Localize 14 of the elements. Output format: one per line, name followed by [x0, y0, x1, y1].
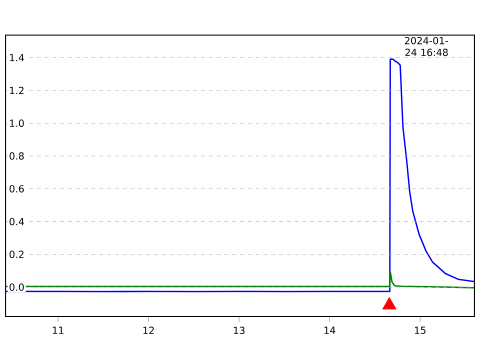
y-tick-label: 0.2: [10, 250, 24, 258]
x-tick-label: 13: [234, 326, 245, 334]
y-tick-label: 0.0: [10, 284, 24, 292]
y-tick-label: 1.0: [10, 120, 24, 128]
annotation: 2024-01-24 16:48: [404, 37, 448, 56]
y-tick-label: 1.4: [10, 54, 24, 62]
x-tick-label: 15: [415, 326, 426, 334]
x-tick-label: 12: [143, 326, 154, 334]
y-tick-label: 0.8: [10, 152, 24, 160]
y-tick-label: 0.4: [10, 218, 24, 226]
y-tick-label: 1.2: [10, 86, 24, 94]
x-tick-label: 14: [324, 326, 336, 334]
y-tick-label: 0.6: [10, 185, 24, 193]
x-tick-label: 11: [52, 326, 64, 334]
